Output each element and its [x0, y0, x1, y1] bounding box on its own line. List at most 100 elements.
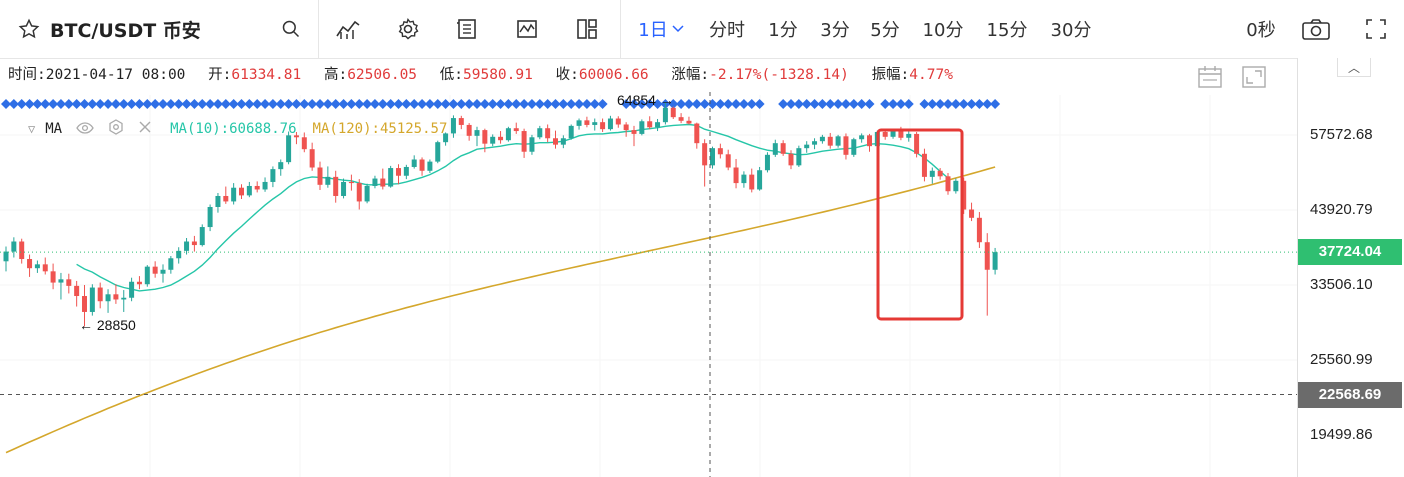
event-marker — [55, 99, 66, 109]
candle-body — [772, 143, 778, 155]
candle-body — [89, 287, 95, 312]
collapse-chevron-icon[interactable]: ▽ — [28, 122, 36, 136]
candle-body — [851, 139, 857, 155]
candle-body — [27, 259, 33, 269]
close-icon[interactable] — [138, 120, 152, 138]
price-tick-label: 19499.86 — [1310, 426, 1373, 443]
chevron-up-icon[interactable]: ︿ — [1337, 58, 1371, 77]
settings-icon[interactable] — [108, 119, 124, 139]
timeframe-label: 3分 — [820, 20, 850, 41]
candle-body — [545, 128, 551, 139]
tab-timeframe-intraday[interactable]: 分时 — [700, 0, 754, 58]
event-marker — [87, 99, 98, 109]
indicator-icon[interactable] — [328, 0, 368, 58]
candle-body — [843, 136, 849, 155]
timeframe-label: 30分 — [1050, 20, 1092, 41]
low-annotation: ← 28850 — [79, 317, 136, 333]
event-marker — [801, 99, 812, 109]
symbol-selector[interactable]: BTC/USDT 币安 — [18, 0, 228, 58]
event-marker — [786, 99, 796, 109]
event-marker — [848, 99, 859, 109]
candle-body — [113, 294, 119, 300]
eye-icon[interactable] — [76, 120, 94, 138]
candle-body — [19, 241, 25, 260]
event-markers — [1, 99, 1001, 109]
template-icon[interactable] — [447, 0, 487, 58]
candle-body — [796, 148, 802, 166]
fullscreen-icon[interactable] — [1356, 0, 1396, 58]
candle-body — [333, 176, 339, 196]
symbol-label: BTC/USDT 币安 — [50, 19, 201, 42]
event-marker — [495, 99, 506, 109]
layout-icon[interactable] — [567, 0, 607, 58]
gear-icon[interactable] — [388, 0, 428, 58]
event-marker — [487, 99, 498, 109]
event-marker — [150, 99, 161, 109]
candle-body — [239, 187, 244, 196]
event-marker — [252, 99, 263, 109]
event-marker — [581, 99, 592, 109]
event-marker — [134, 99, 145, 109]
event-marker — [322, 99, 333, 109]
candle-body — [254, 185, 260, 190]
countdown-label: 0秒 — [1246, 20, 1276, 41]
open-label: 开: — [208, 67, 232, 83]
chevron-down-icon — [672, 25, 684, 33]
candle-body — [184, 241, 190, 251]
tab-timeframe-1m[interactable]: 1分 — [760, 0, 806, 58]
event-marker — [629, 99, 639, 109]
event-marker — [63, 99, 74, 109]
candle-body — [670, 107, 676, 118]
candle-body — [812, 141, 818, 145]
price-axis[interactable] — [1297, 58, 1404, 477]
candle-body — [176, 250, 182, 259]
star-icon[interactable] — [18, 18, 40, 40]
tab-timeframe-1d[interactable]: 1日 — [632, 0, 690, 58]
event-marker — [935, 99, 946, 109]
event-marker — [589, 99, 600, 109]
tab-timeframe-15m[interactable]: 15分 — [978, 0, 1036, 58]
tab-timeframe-10m[interactable]: 10分 — [914, 0, 972, 58]
calendar-icon[interactable] — [1196, 64, 1224, 90]
event-marker — [597, 99, 608, 109]
candle-body — [568, 125, 574, 139]
event-marker — [181, 99, 192, 109]
event-marker — [173, 99, 184, 109]
candle-body — [898, 130, 904, 138]
candle-body — [58, 279, 64, 283]
candle-body — [293, 135, 299, 138]
tab-timeframe-5m[interactable]: 5分 — [862, 0, 908, 58]
event-marker — [982, 99, 993, 109]
event-marker — [519, 99, 530, 109]
camera-icon[interactable] — [1296, 0, 1336, 58]
event-marker — [778, 99, 789, 109]
candle-body — [498, 136, 504, 141]
timeframe-label: 分时 — [709, 20, 745, 41]
event-marker — [393, 99, 404, 109]
candle-body — [411, 159, 417, 167]
candle-body — [317, 167, 323, 185]
candle-body — [513, 128, 519, 132]
event-marker — [16, 99, 27, 109]
candle-body — [921, 153, 927, 177]
event-marker — [24, 99, 35, 109]
high-label: 高: — [323, 67, 348, 83]
expand-icon[interactable] — [1240, 64, 1268, 90]
tab-timeframe-30m[interactable]: 30分 — [1042, 0, 1100, 58]
candle-body — [890, 130, 896, 137]
change-value: -2.17%(-1328.14) — [709, 67, 849, 83]
event-marker — [503, 99, 514, 109]
candle-body — [749, 174, 755, 190]
search-icon[interactable] — [268, 0, 314, 58]
tab-timeframe-3m[interactable]: 3分 — [812, 0, 858, 58]
toolbar-divider — [620, 0, 621, 58]
event-marker — [966, 99, 977, 109]
chart-type-icon[interactable] — [507, 0, 547, 58]
change-label: 涨幅: — [671, 67, 710, 83]
candle-body — [168, 258, 174, 270]
event-marker — [550, 99, 561, 109]
candle-body — [945, 176, 951, 192]
candle-body — [262, 181, 268, 190]
open-value: 61334.81 — [231, 67, 302, 83]
